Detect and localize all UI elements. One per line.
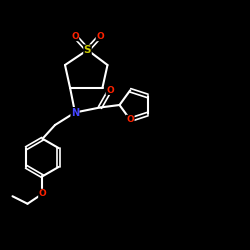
Text: O: O [71,32,79,41]
Text: O: O [38,189,46,198]
Text: N: N [71,108,79,118]
Text: S: S [84,45,91,55]
Text: O: O [106,86,114,94]
Text: O: O [96,32,104,41]
Text: O: O [126,115,134,124]
